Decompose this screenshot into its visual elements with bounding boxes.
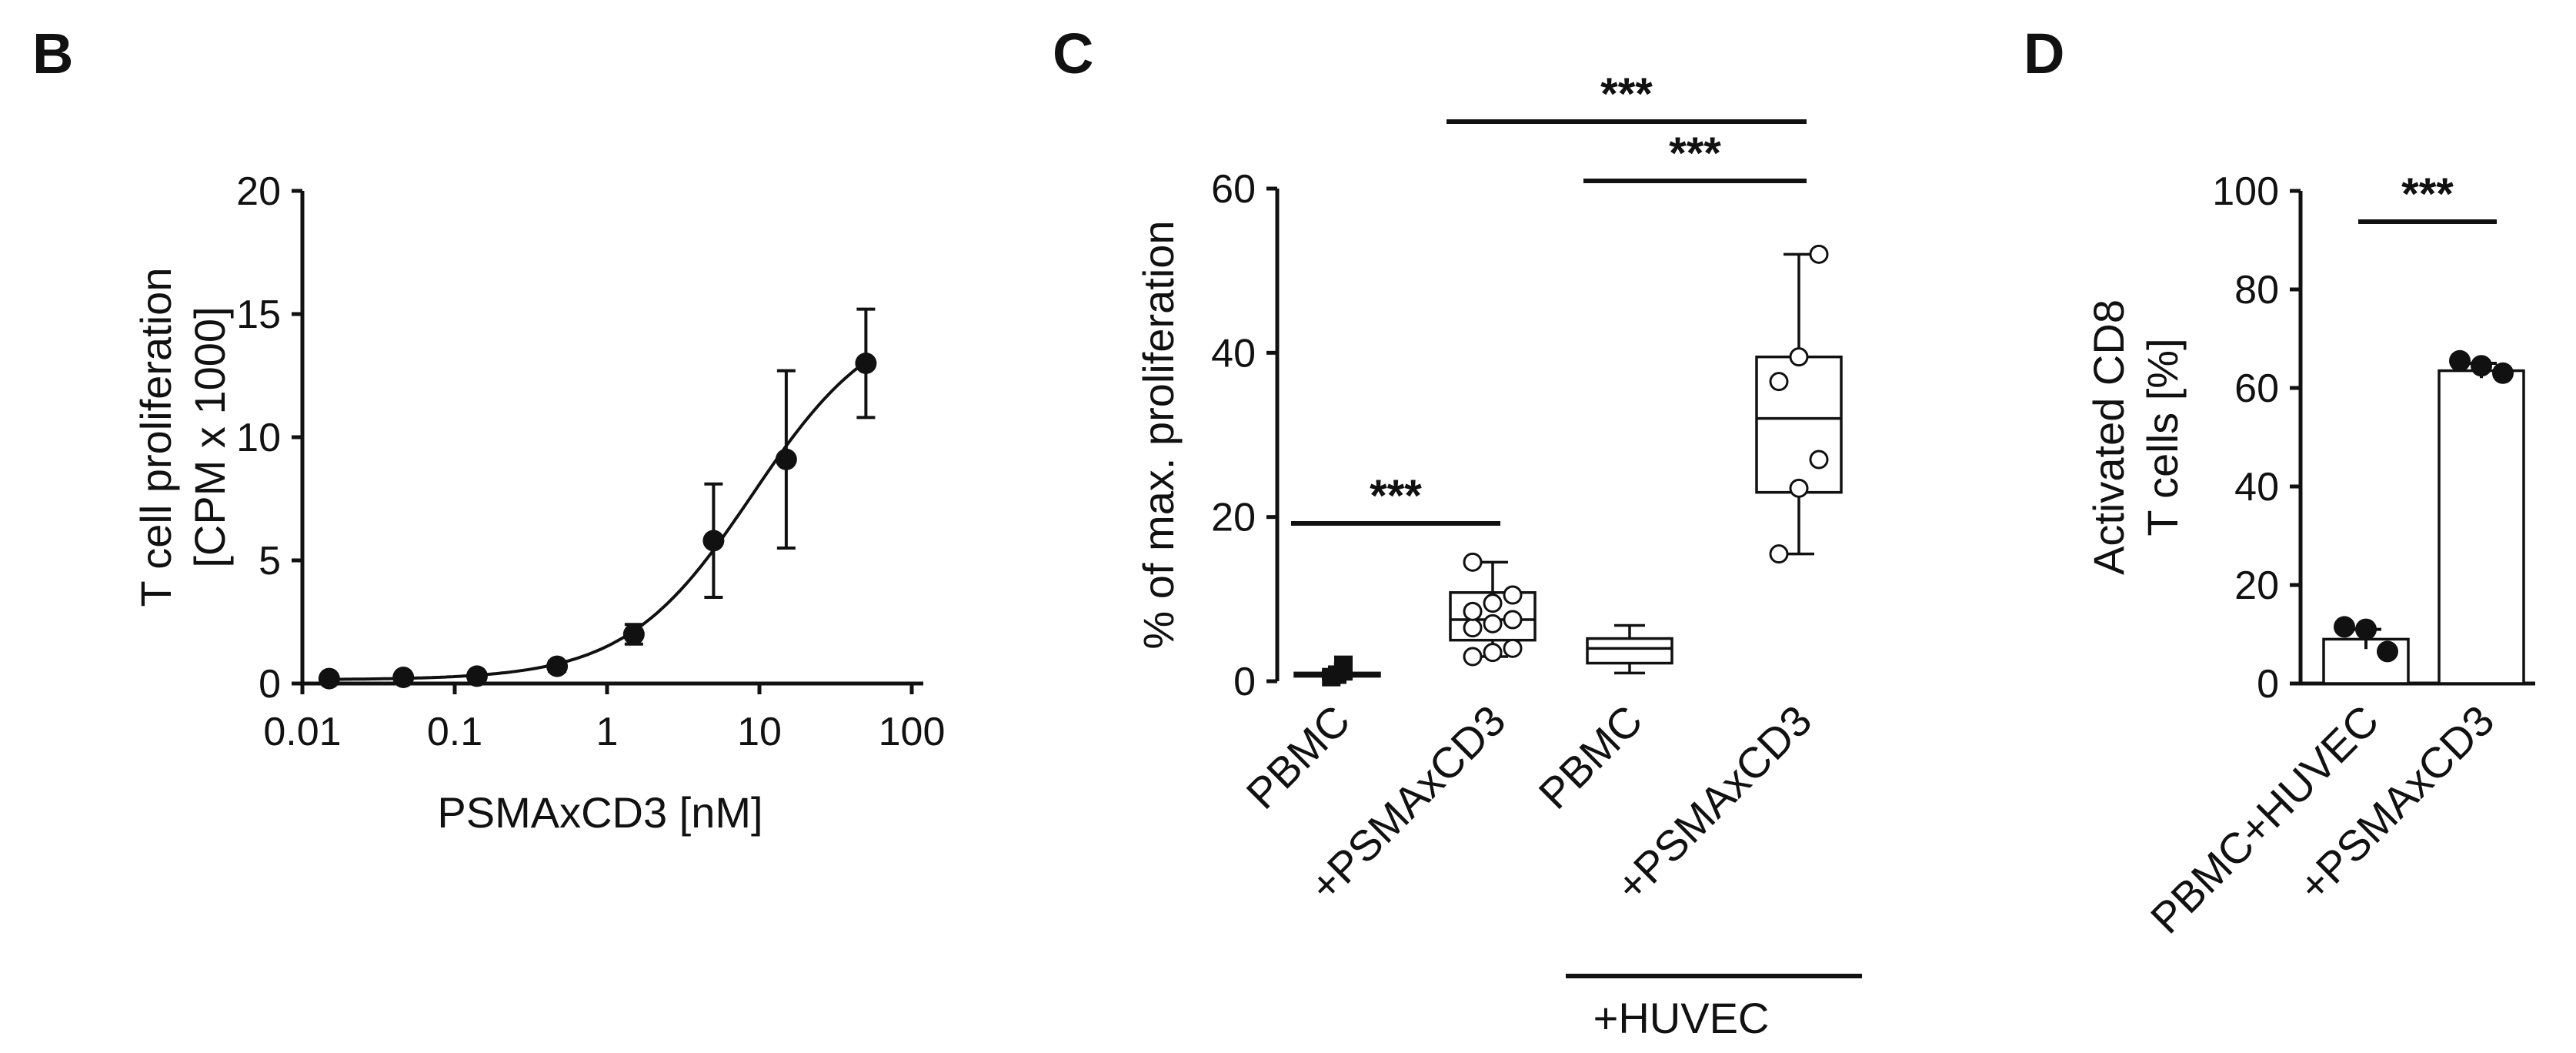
panel-b-y-tick-label: 0 [259, 662, 281, 707]
panel-b-x-tick-label: 1 [596, 710, 619, 754]
panel-c-box [1586, 637, 1673, 665]
panel-b-y-ticks: 0 5 10 15 20 [236, 169, 302, 707]
panel-d-significance: *** [2358, 169, 2497, 224]
panel-c-y-tick-label: 0 [1233, 660, 1256, 704]
panel-c-box [1755, 355, 1843, 494]
panel-c-y-tick-label: 20 [1211, 496, 1256, 540]
panel-c-data-point [1463, 601, 1483, 621]
panel-b-data-point [775, 448, 797, 470]
panel-d-data-point [2377, 640, 2398, 663]
panel-b-data-point [702, 530, 725, 552]
panel-c-data-point [1789, 347, 1809, 367]
panel-c-significance-stars: *** [1669, 129, 1721, 179]
panel-c-data-point [1769, 544, 1789, 564]
panel-d-data-point [2492, 362, 2514, 384]
panel-b-data-point [546, 655, 569, 677]
panel-d-significance-stars: *** [2401, 169, 2454, 219]
panel-letter-c: C [1053, 22, 1093, 85]
panel-d-data-point [2449, 349, 2471, 372]
panel-c-data-point [1809, 244, 1829, 264]
panel-c-data-point [1809, 450, 1829, 470]
panel-b-y-tick-label: 10 [236, 416, 281, 460]
panel-b-data-point [465, 665, 488, 687]
panel-b-x-tick-label: 0.01 [263, 710, 341, 754]
panel-c-data-point [1463, 618, 1483, 638]
panel-c-category-label: PBMC [1237, 696, 1360, 818]
panel-d-y-axis-title-line1: Activated CD8 [2084, 299, 2133, 575]
panel-b-x-axis-title: PSMAxCD3 [nM] [437, 788, 762, 837]
panel-c-category-label: PBMC [1530, 696, 1652, 818]
panel-b-data-point [855, 353, 877, 374]
panel-d-y-tick-label: 80 [2234, 268, 2279, 313]
panel-d-bars [2322, 349, 2525, 685]
panel-b-data-point [392, 667, 415, 688]
panel-b-x-tick-label: 10 [737, 710, 782, 754]
panel-b-x-tick-label: 100 [879, 710, 946, 754]
panel-c-data-point [1503, 638, 1523, 658]
panel-d-data-point [2355, 618, 2377, 640]
panel-d-y-tick-label: 100 [2212, 169, 2279, 214]
panel-c-significance-stars: *** [1600, 69, 1653, 119]
panel-c-boxes [1293, 244, 1843, 687]
panel-c-data-point [1463, 552, 1483, 572]
panel-d-bar [2438, 369, 2525, 685]
panel-b-x-tick-label: 0.1 [427, 710, 482, 754]
panel-d-y-tick-label: 40 [2234, 465, 2279, 510]
panel-d-category-labels: PBMC+HUVEC+PSMAxCD3 [2141, 696, 2504, 943]
panel-d-y-axis-title-line2: T cells [%] [2138, 338, 2187, 536]
panel-d-y-tick-label: 60 [2234, 366, 2279, 411]
panel-c-y-ticks: 0 20 40 60 [1211, 167, 1277, 704]
panel-c-category-labels: PBMC+PSMAxCD3 PBMC+PSMAxCD3 [1237, 696, 1821, 911]
panel-b-dose-response: B 0 5 10 15 20 0.01 0.1 1 10 100 PSMAxCD3 [nM] T… [32, 22, 945, 837]
panel-c-data-point [1483, 643, 1503, 663]
panel-letter-b: B [32, 22, 73, 85]
panel-c-y-tick-label: 40 [1211, 331, 1256, 376]
panel-c-data-point [1334, 655, 1353, 674]
panel-c-whisker [1784, 252, 1814, 556]
panel-c-group-label: +HUVEC [1593, 994, 1770, 1042]
panel-b-x-ticks: 0.01 0.1 1 10 100 [263, 684, 945, 754]
panel-c-data-point [1503, 585, 1523, 605]
panel-c-significance: *** *** *** [1291, 69, 1807, 526]
panel-c-data-point [1769, 372, 1789, 392]
panel-b-y-axis-title-line1: T cell proliferation [132, 268, 180, 607]
panel-c-data-point [1463, 647, 1483, 667]
panel-d-data-point [2471, 355, 2492, 377]
panel-c-data-point [1483, 613, 1503, 633]
panel-letter-d: D [2024, 22, 2064, 85]
panel-c-data-point [1483, 593, 1503, 613]
panel-c-data-point [1503, 610, 1523, 630]
panel-d-y-tick-label: 20 [2234, 563, 2279, 608]
panel-c-y-tick-label: 60 [1211, 167, 1256, 212]
panel-b-data-point [318, 667, 340, 690]
panel-d-bar-chart: D 0 20 40 60 80 100 Activated CD8 T cells [%]… [2024, 22, 2535, 943]
panel-c-significance-stars: *** [1370, 471, 1422, 521]
panel-c-data-point [1789, 478, 1809, 498]
panel-d-data-point [2334, 616, 2355, 638]
panel-b-data-point [622, 623, 645, 645]
panel-b-y-tick-label: 20 [236, 169, 281, 214]
panel-b-data-points [318, 307, 877, 690]
panel-b-y-axis-title-line2: [CPM x 1000] [185, 306, 234, 567]
panel-b-y-tick-label: 15 [236, 292, 281, 337]
panel-d-y-ticks: 0 20 40 60 80 100 [2212, 169, 2301, 707]
panel-d-y-tick-label: 0 [2257, 662, 2279, 707]
panel-b-y-tick-label: 5 [259, 539, 281, 583]
panel-c-y-axis-title: % of max. proliferation [1134, 220, 1183, 649]
panel-c-whisker [1614, 623, 1645, 675]
